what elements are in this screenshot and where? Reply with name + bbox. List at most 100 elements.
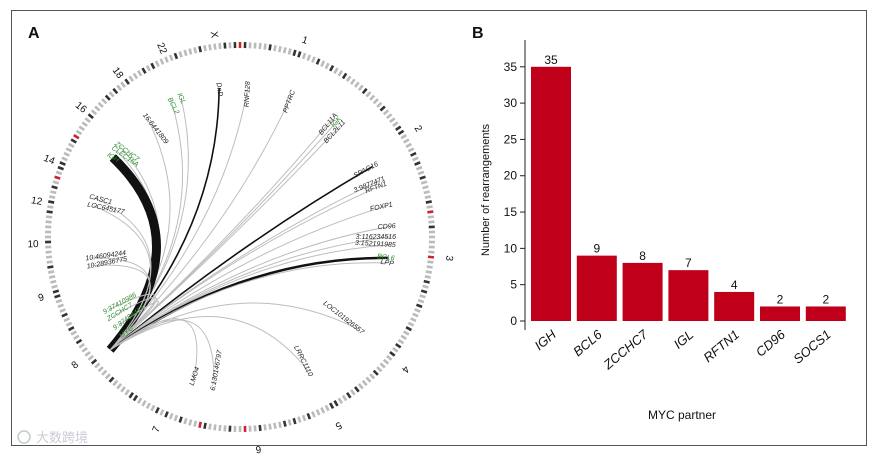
ideogram-band <box>159 409 165 416</box>
ideogram-band <box>78 125 85 132</box>
circos-plot: 123456789101214161822XRNF128DnDIGLBCL216… <box>27 31 454 455</box>
link-pptrc <box>109 95 292 351</box>
ideogram-band <box>55 298 63 304</box>
rearrangement-links <box>91 87 391 385</box>
ideogram-band <box>306 412 312 420</box>
ideogram-band <box>154 60 160 67</box>
ideogram-band <box>137 70 143 77</box>
y-tick-label: 35 <box>504 60 518 74</box>
ideogram-band <box>94 362 101 369</box>
ideogram-band <box>94 105 101 112</box>
ideogram-band <box>218 42 222 50</box>
ideogram-band <box>268 423 272 430</box>
ideogram-band <box>48 195 56 199</box>
ideogram-band <box>63 151 70 157</box>
y-tick-label: 25 <box>504 132 518 146</box>
bar-value-label: 9 <box>593 242 600 256</box>
gene-label: CD96 <box>378 223 396 231</box>
ideogram-band <box>341 72 348 80</box>
gene-label: SPAG16 <box>353 161 380 180</box>
ideogram-band <box>154 407 160 414</box>
ideogram-band <box>50 279 57 284</box>
link-6130146797 <box>109 319 215 385</box>
ideogram-band <box>301 52 307 60</box>
ideogram-band <box>258 42 262 50</box>
ideogram-band <box>61 312 68 318</box>
ideogram-band <box>132 72 139 80</box>
link-rftn1 <box>109 185 382 351</box>
ideogram-band <box>84 351 91 357</box>
link-foxp1 <box>109 205 387 351</box>
ideogram-band <box>178 51 183 58</box>
ideogram-band <box>59 308 66 313</box>
ideogram-band <box>168 54 174 62</box>
ideogram-band <box>47 265 54 269</box>
bar-value-label: 2 <box>777 292 784 306</box>
ideogram-band <box>379 362 386 369</box>
ideogram-band <box>54 175 61 180</box>
ideogram-band <box>48 275 56 279</box>
ideogram-band <box>427 260 434 264</box>
ideogram-band <box>173 52 179 60</box>
bar-value-label: 8 <box>639 249 646 263</box>
ideogram-band <box>427 255 435 259</box>
ideogram-band <box>208 423 212 430</box>
x-tick-label: BCL6 <box>570 326 605 359</box>
ideogram-band <box>392 347 399 353</box>
watermark-logo-icon <box>17 430 31 444</box>
ideogram-band <box>361 379 368 387</box>
chromosome-label: 9 <box>37 292 46 304</box>
ideogram-band <box>90 358 98 365</box>
ideogram-band <box>297 51 302 58</box>
ideogram-band <box>63 317 70 323</box>
ideogram-band <box>73 334 80 340</box>
ideogram-band <box>104 94 111 101</box>
x-tick-label: SOCS1 <box>790 327 833 367</box>
panel-b-label: B <box>472 25 484 42</box>
ideogram-band <box>65 147 73 153</box>
bar-zcchc7 <box>622 262 663 321</box>
ideogram-band <box>198 45 202 53</box>
chromosome-label: 10 <box>27 239 39 250</box>
gene-labels: RNF128DnDIGLBCL216:6441809ZCCHC7CLEC16AI… <box>85 81 396 391</box>
ideogram-band <box>97 366 104 373</box>
ideogram-band <box>419 294 426 299</box>
ideogram-band <box>73 134 80 140</box>
ideogram-band <box>263 43 267 50</box>
bar-igh <box>531 66 571 321</box>
ideogram-band <box>68 326 75 332</box>
bars: 35 9 8 7 4 2 2 <box>531 53 846 321</box>
ideogram-band <box>84 117 91 123</box>
ideogram-band <box>65 321 73 327</box>
ideogram-band <box>188 48 193 55</box>
ideogram-band <box>48 200 55 204</box>
ideogram-band <box>354 386 360 393</box>
ideogram-band <box>47 205 54 209</box>
ideogram-band <box>389 351 396 357</box>
ideogram-band <box>361 87 368 95</box>
ideogram-band <box>193 47 198 54</box>
ideogram-band <box>345 75 352 82</box>
ideogram-band <box>382 109 390 116</box>
gene-label: 3:116234516 <box>356 234 396 241</box>
ideogram-band <box>124 389 130 396</box>
ideogram-band <box>188 419 193 426</box>
ideogram-band <box>369 94 376 101</box>
ideogram-band <box>400 134 407 140</box>
x-tick-label: IGL <box>671 327 697 352</box>
ideogram-band <box>282 47 287 54</box>
y-tick-label: 10 <box>504 241 518 255</box>
ideogram-band <box>407 321 415 327</box>
ideogram-band <box>57 303 65 309</box>
ideogram-band <box>124 78 130 85</box>
x-tick-label: CD96 <box>753 326 789 359</box>
chromosome-label: 1 <box>300 35 309 47</box>
ideogram-band <box>372 98 379 105</box>
ideogram-band <box>282 420 287 427</box>
ideogram-band <box>357 84 364 91</box>
ideogram-band <box>104 373 111 380</box>
ideogram-band <box>315 58 321 65</box>
ideogram-band <box>403 330 410 336</box>
ideogram-band <box>382 358 390 365</box>
ideogram-band <box>59 161 66 166</box>
